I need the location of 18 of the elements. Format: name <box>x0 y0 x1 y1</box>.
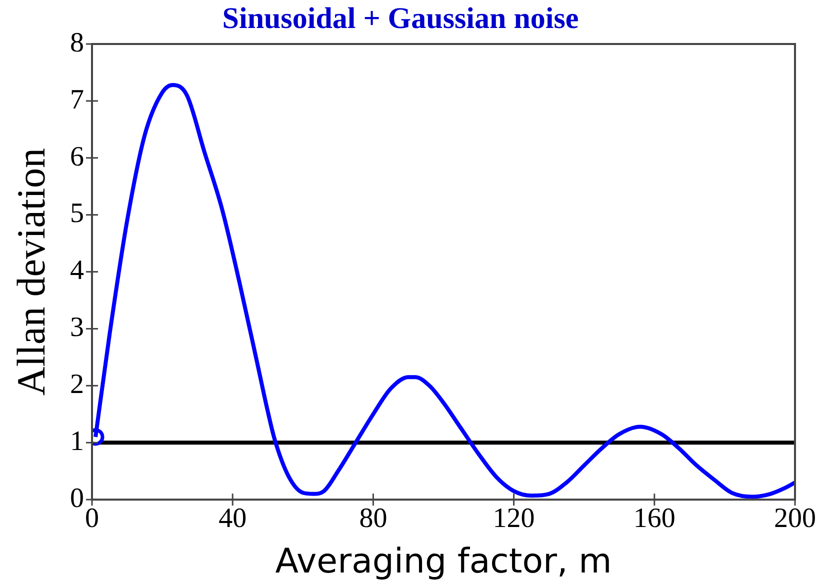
y-tick-label: 1 <box>70 426 84 458</box>
y-axis-title: Allan deviation <box>8 148 54 396</box>
chart-title: Sinusoidal + Gaussian noise <box>222 2 579 35</box>
x-tick-label: 120 <box>492 502 535 534</box>
y-tick-label: 3 <box>70 312 84 344</box>
x-tick-label: 80 <box>359 502 388 534</box>
line-series <box>94 83 795 499</box>
x-tick-label: 160 <box>633 502 676 534</box>
y-tick-label: 0 <box>70 482 84 514</box>
y-tick-label: 5 <box>70 198 84 230</box>
x-axis-title: Averaging factor, m <box>275 541 612 582</box>
y-tick-label: 4 <box>70 255 84 286</box>
x-tick-label: 40 <box>218 502 247 534</box>
y-tick-label: 8 <box>70 27 84 58</box>
x-tick-label: 200 <box>774 502 816 534</box>
y-tick-label: 2 <box>70 369 84 400</box>
y-tick-label: 7 <box>70 84 84 116</box>
y-tick-label: 6 <box>70 141 84 172</box>
